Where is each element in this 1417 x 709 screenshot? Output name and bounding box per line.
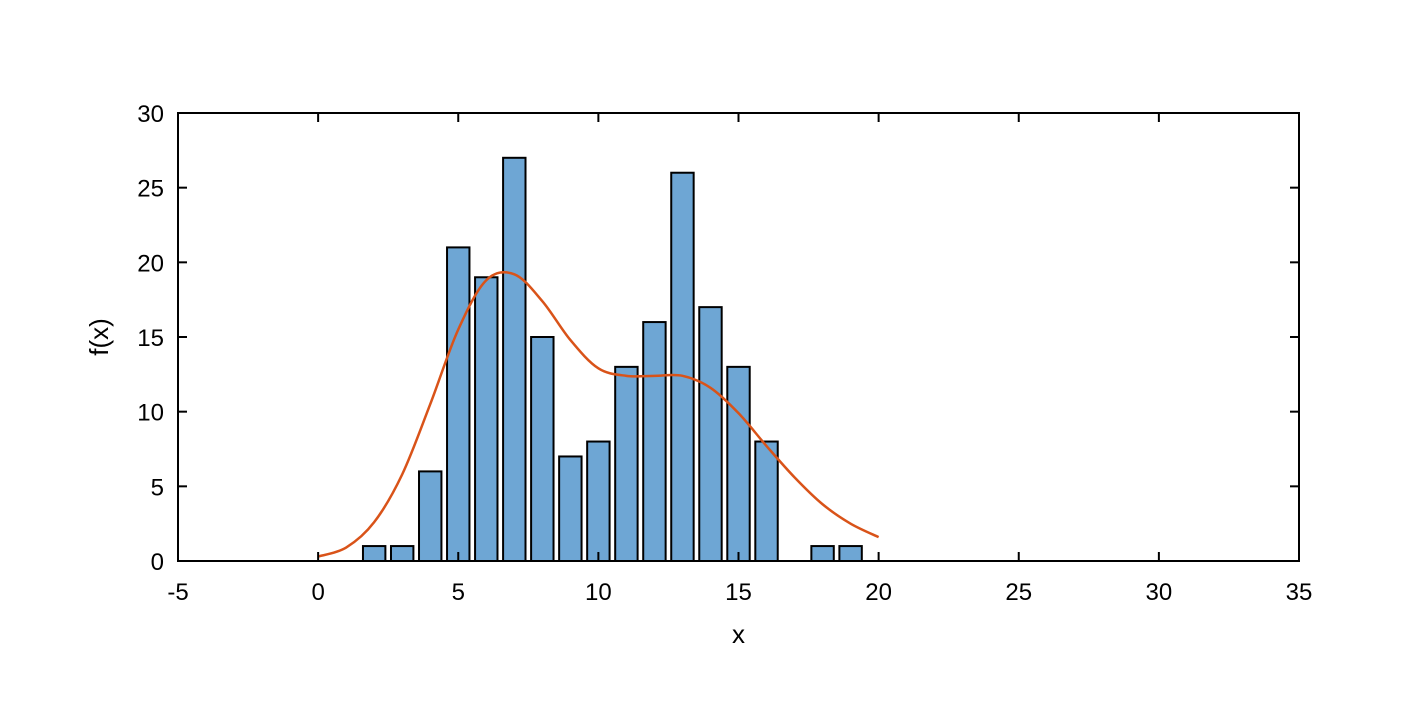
y-tick-label: 20 bbox=[137, 250, 164, 277]
bar bbox=[530, 336, 555, 562]
y-tick-label: 5 bbox=[151, 474, 164, 501]
bar bbox=[558, 455, 583, 563]
bar bbox=[418, 470, 443, 562]
y-tick-label: 0 bbox=[151, 549, 164, 576]
x-tick-label: 25 bbox=[1005, 579, 1032, 606]
x-tick-label: 30 bbox=[1146, 579, 1173, 606]
x-tick-label: 0 bbox=[311, 579, 324, 606]
curve-layer bbox=[317, 270, 880, 558]
x-tick-label: 20 bbox=[865, 579, 892, 606]
y-axis-label: f(x) bbox=[84, 318, 114, 356]
y-tick-label: 10 bbox=[137, 400, 164, 427]
bar bbox=[810, 545, 835, 562]
density-curve bbox=[317, 270, 880, 558]
bar bbox=[586, 440, 611, 562]
x-tick-label: 5 bbox=[452, 579, 465, 606]
bar bbox=[474, 276, 499, 562]
x-tick-label: 15 bbox=[725, 579, 752, 606]
bar bbox=[670, 171, 695, 562]
y-tick-label: 15 bbox=[137, 325, 164, 352]
bar bbox=[502, 156, 527, 563]
y-tick-label: 30 bbox=[137, 101, 164, 128]
x-tick-label: 10 bbox=[585, 579, 612, 606]
x-axis-label: x bbox=[732, 619, 745, 649]
bars-layer bbox=[361, 156, 863, 563]
ticks-layer bbox=[177, 112, 1300, 562]
bar bbox=[726, 365, 751, 562]
bar bbox=[698, 306, 723, 562]
bar bbox=[642, 321, 667, 563]
bar bbox=[446, 246, 471, 562]
y-tick-label: 25 bbox=[137, 176, 164, 203]
x-tick-label: 35 bbox=[1286, 579, 1313, 606]
bar bbox=[614, 365, 639, 562]
bar bbox=[754, 440, 779, 562]
bar bbox=[361, 545, 387, 562]
x-tick-label: -5 bbox=[167, 579, 188, 606]
bar bbox=[838, 545, 863, 562]
bar bbox=[389, 545, 415, 562]
